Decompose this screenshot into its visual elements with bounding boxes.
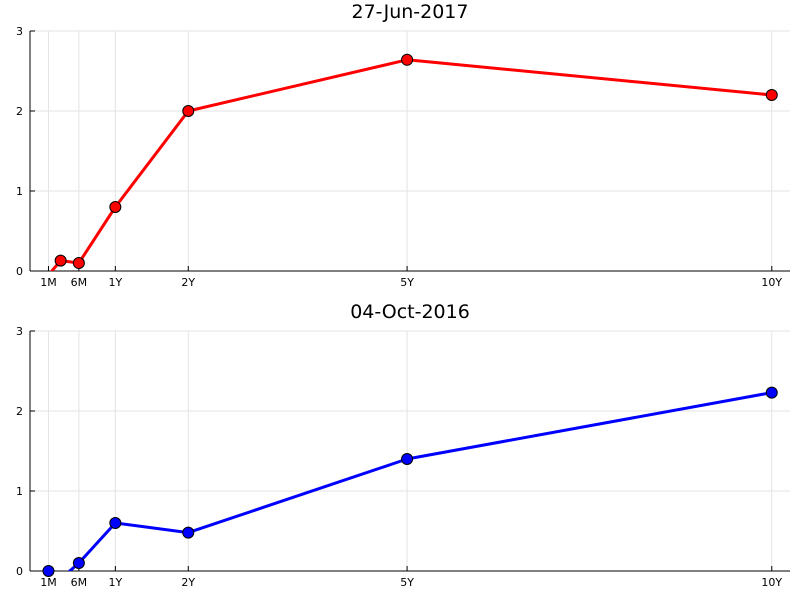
data-point [109,201,122,213]
x-tick-label: 10Y [761,276,782,289]
data-point [182,526,195,539]
data-point [72,557,85,569]
series-line [49,58,772,271]
chart-title: 27-Jun-2017 [352,1,469,23]
data-point [42,565,55,577]
data-point [401,453,414,465]
data-point [765,386,778,399]
y-tick-label: 3 [16,25,23,38]
x-tick-label: 2Y [181,576,195,589]
y-tick-label: 3 [16,325,23,338]
x-tick-label: 10Y [761,576,782,589]
x-tick-label: 1M [40,276,57,289]
y-tick-label: 2 [16,405,23,418]
data-point [54,254,67,267]
data-point [401,53,414,66]
y-tick-label: 1 [16,185,23,198]
y-tick-label: 2 [16,105,23,118]
x-tick-label: 6M [71,276,88,289]
y-tick-label: 1 [16,485,23,498]
data-point [765,89,778,101]
data-point [72,257,85,269]
x-tick-label: 5Y [400,276,414,289]
data-point [182,105,195,117]
x-tick-label: 1Y [108,576,122,589]
x-tick-label: 5Y [400,576,414,589]
x-tick-label: 1M [40,576,57,589]
x-tick-label: 2Y [181,276,195,289]
series-line-group [49,58,772,271]
y-tick-label: 0 [16,565,23,578]
chart-title: 04-Oct-2016 [350,301,470,323]
data-point [109,517,122,529]
chart-panel-bottom: 0 1 2 3 1M 6M 1Y 2Y 5Y 10Y 04-Oct-2016 [16,301,790,589]
series-line [48,391,773,571]
x-tick-label: 6M [71,576,88,589]
x-tick-label: 1Y [108,276,122,289]
series-line-group [48,391,773,571]
y-tick-label: 0 [16,265,23,278]
chart-panel-top: 0 1 2 3 1M 6M 1Y 2Y 5Y 10Y 27-Jun-2017 [16,1,790,289]
